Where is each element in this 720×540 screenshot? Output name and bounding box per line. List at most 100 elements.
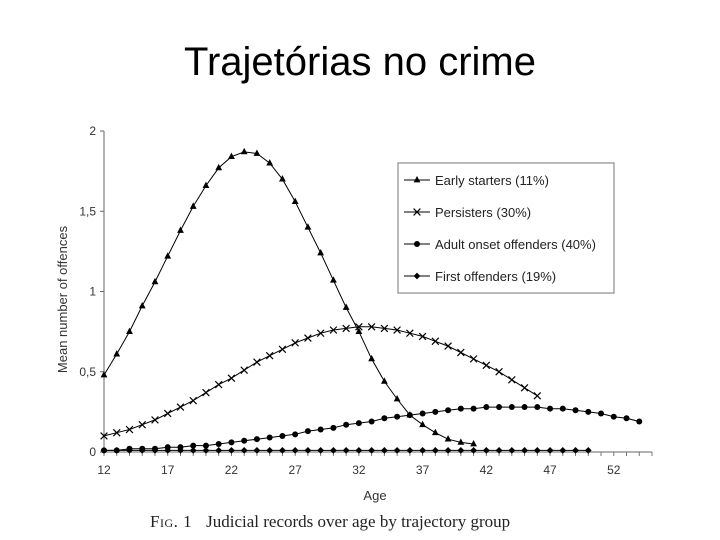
data-point	[304, 334, 312, 342]
data-point	[355, 420, 362, 427]
x-tick-label: 32	[352, 463, 366, 477]
data-point	[214, 380, 223, 389]
data-point	[368, 446, 376, 454]
data-point	[636, 418, 643, 425]
data-point	[316, 329, 325, 338]
data-point	[329, 326, 338, 334]
data-point	[177, 446, 184, 454]
data-point	[163, 409, 172, 418]
data-point	[138, 420, 147, 429]
legend-item: Adult onset offenders (40%)	[404, 237, 596, 252]
data-point	[470, 405, 477, 412]
data-point	[291, 197, 299, 204]
legend-marker	[413, 208, 421, 216]
data-point	[253, 358, 261, 366]
data-point	[355, 446, 363, 454]
data-point	[329, 446, 337, 454]
data-point	[598, 410, 605, 417]
chart-legend: Early starters (11%) Persisters (30%) Adul…	[397, 162, 615, 294]
data-point	[469, 355, 478, 363]
data-point	[585, 408, 592, 415]
data-point	[419, 420, 427, 428]
data-point	[202, 181, 210, 188]
data-point	[419, 410, 426, 417]
y-tick-label: 1,5	[79, 204, 96, 218]
data-point	[291, 446, 299, 454]
data-point	[253, 436, 260, 443]
data-point	[253, 446, 261, 454]
data-point	[164, 252, 172, 259]
data-point	[444, 446, 452, 454]
data-point	[368, 418, 375, 425]
data-point	[393, 395, 401, 402]
data-point	[508, 446, 516, 454]
chart-axes: 0 0,5 1 1,5 2 12 17 22 27 32 37 42 47 52 Age Mean numbe…	[55, 124, 653, 503]
data-point	[317, 426, 324, 433]
legend-label: Persisters (30%)	[435, 205, 531, 220]
data-point	[126, 327, 133, 335]
data-point	[330, 424, 337, 431]
figure-label: Fig. 1	[150, 512, 193, 531]
x-tick-label: 42	[480, 463, 494, 477]
data-point	[419, 446, 427, 454]
data-point	[431, 428, 439, 436]
data-point	[572, 446, 579, 454]
data-point	[533, 392, 542, 400]
data-point	[100, 432, 108, 440]
x-axis-title: Age	[363, 488, 386, 503]
data-point	[495, 367, 503, 376]
data-point	[520, 383, 529, 392]
data-point	[393, 326, 401, 334]
data-point	[241, 437, 248, 444]
legend-marker	[413, 176, 421, 183]
data-point	[304, 446, 312, 454]
x-tick-label: 22	[225, 463, 239, 477]
data-point	[253, 149, 261, 156]
data-point	[112, 428, 121, 437]
data-point	[240, 147, 248, 155]
data-point	[265, 351, 274, 360]
data-point	[343, 421, 350, 428]
data-point	[266, 159, 274, 166]
data-point	[496, 404, 503, 411]
legend-label: Adult onset offenders (40%)	[435, 237, 596, 252]
data-point	[329, 276, 337, 283]
data-point	[495, 446, 503, 454]
data-point	[470, 439, 477, 447]
data-point	[240, 446, 248, 454]
data-point	[164, 446, 172, 454]
data-point	[190, 442, 197, 449]
data-point	[546, 446, 554, 454]
slide-title: Trajetórias no crime	[184, 40, 536, 84]
data-point	[368, 354, 376, 362]
data-point	[380, 446, 388, 454]
figure-caption-text: Judicial records over age by trajectory …	[206, 512, 511, 531]
data-point	[457, 438, 465, 445]
data-point	[228, 446, 235, 454]
data-point	[317, 248, 325, 256]
series-2	[100, 322, 542, 440]
legend-item: First offenders (19%)	[404, 269, 556, 284]
data-point	[521, 446, 528, 454]
data-point	[126, 446, 133, 454]
x-tick-label: 52	[607, 463, 621, 477]
legend-label: Early starters (11%)	[435, 173, 549, 188]
legend-item: Early starters (11%)	[404, 173, 549, 188]
data-point	[393, 446, 401, 454]
data-point	[380, 324, 389, 333]
data-point	[189, 202, 197, 209]
data-point	[444, 342, 452, 350]
data-point	[138, 446, 146, 454]
legend-label: First offenders (19%)	[435, 269, 556, 284]
data-point	[431, 446, 439, 454]
y-tick-label: 1	[89, 285, 96, 299]
series-line	[103, 326, 538, 437]
data-point	[240, 366, 249, 374]
legend-marker	[414, 241, 420, 247]
data-point	[482, 446, 490, 454]
data-point	[432, 408, 439, 415]
x-tick-label: 12	[97, 463, 111, 477]
data-point	[202, 442, 209, 449]
data-point	[342, 324, 350, 333]
data-point	[470, 446, 477, 454]
